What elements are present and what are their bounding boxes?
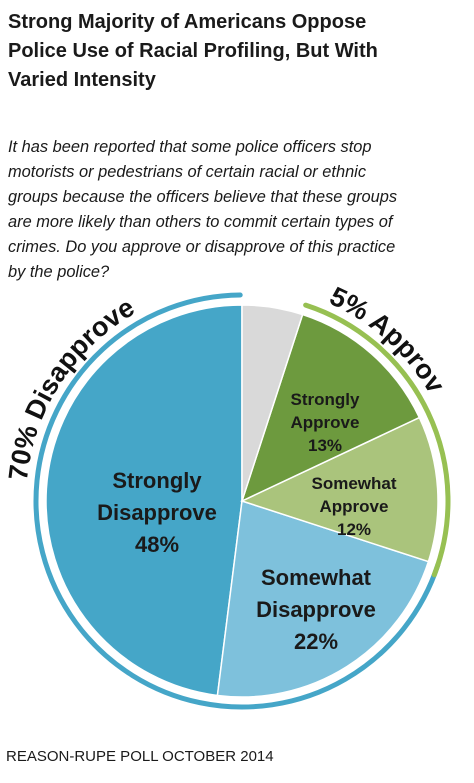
title-line: Strong Majority of Americans Oppose xyxy=(8,11,367,33)
pie-slice-other xyxy=(241,304,304,502)
slice-label: Somewhat Approve 12% xyxy=(311,474,396,539)
survey-question: It has been reported that some police of… xyxy=(8,135,470,285)
disapprove-bracket-arc xyxy=(33,292,441,710)
pie-slice-strongly-approve xyxy=(240,313,421,503)
pie-slice-strongly-disapprove xyxy=(45,304,243,697)
slice-label: Somewhat Disapprove 22% xyxy=(256,565,376,654)
title-line: Police Use of Racial Profiling, But With xyxy=(8,40,378,62)
question-line: by the police? xyxy=(8,263,110,281)
question-line: It has been reported that some police of… xyxy=(8,138,372,156)
pie-slice-somewhat-disapprove xyxy=(216,500,430,698)
question-line: are more likely than others to commit ce… xyxy=(8,213,393,231)
source-note: REASON-RUPE POLL OCTOBER 2014 xyxy=(6,748,274,765)
pie-slice-somewhat-approve xyxy=(239,416,439,563)
slice-label: Strongly Disapprove 48% xyxy=(97,468,217,557)
question-line: groups because the officers believe that… xyxy=(8,188,398,206)
approve-bracket-arc xyxy=(303,302,451,578)
slice-label: Strongly Approve 13% xyxy=(291,390,360,455)
title-line: Varied Intensity xyxy=(8,69,156,91)
question-line: crimes. Do you approve or disapprove of … xyxy=(8,238,396,256)
question-line: motorists or pedestrians of certain raci… xyxy=(8,163,367,181)
chart-title: Strong Majority of Americans Oppose Poli… xyxy=(8,8,468,95)
